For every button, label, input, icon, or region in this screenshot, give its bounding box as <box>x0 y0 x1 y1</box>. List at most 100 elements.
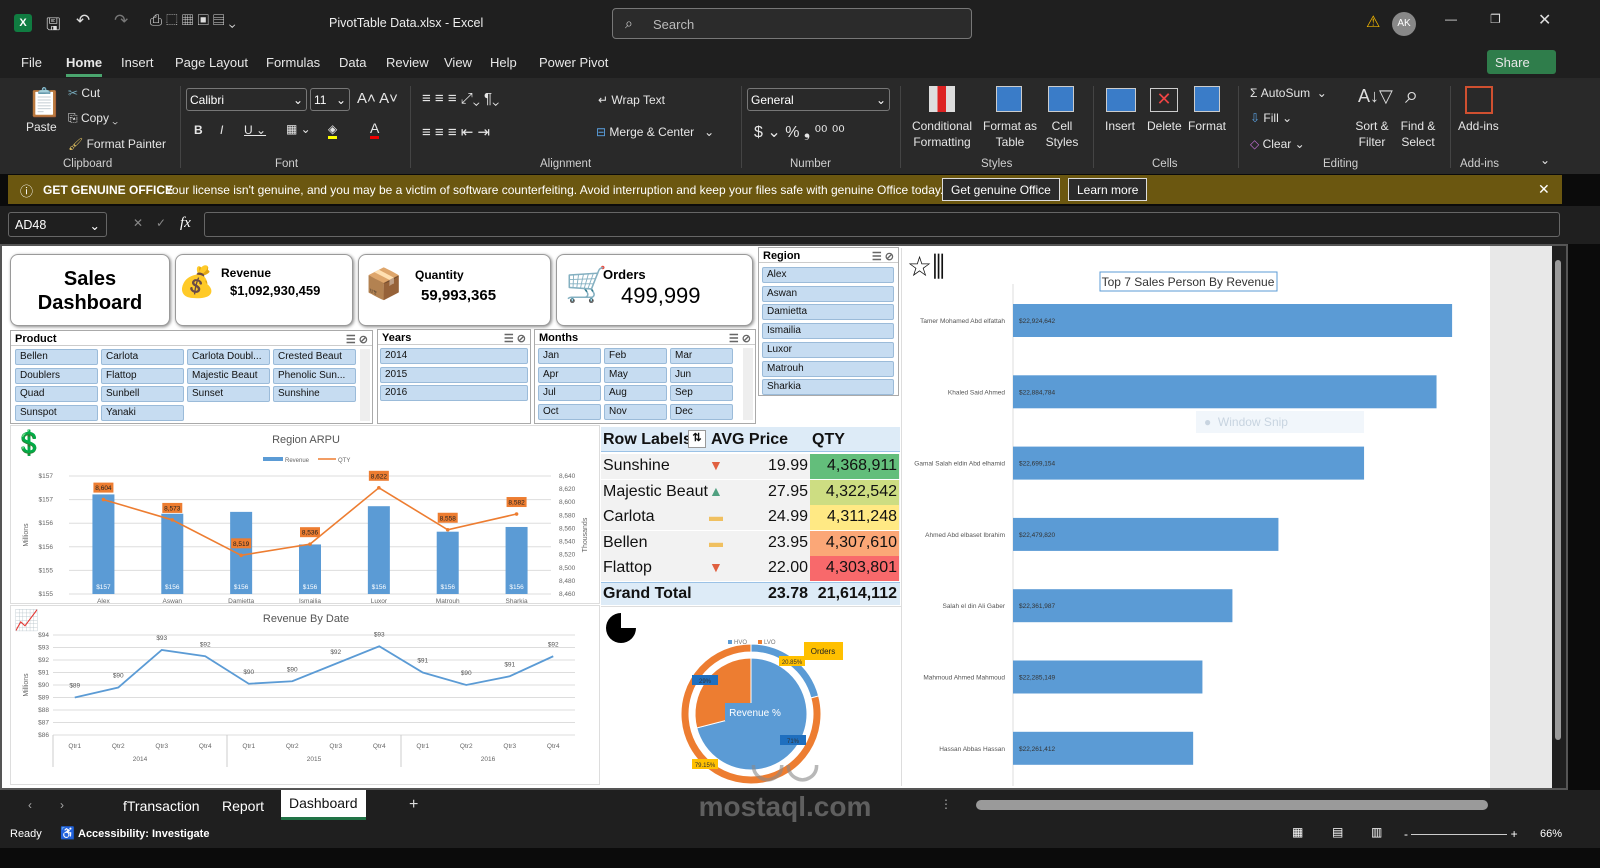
slicer-item-months[interactable]: Mar <box>670 348 733 364</box>
warning-icon[interactable]: ⚠ <box>1366 14 1381 31</box>
tab-next-icon[interactable]: › <box>60 798 64 812</box>
fill-button[interactable]: ⇩ Fill ⌄ <box>1250 111 1293 125</box>
paste-icon[interactable]: 📋 <box>27 87 62 118</box>
close-warning-icon[interactable]: ✕ <box>1538 181 1550 197</box>
slicer-item-months[interactable]: Sep <box>670 385 733 402</box>
zoom-slider[interactable]: - + <box>1404 827 1518 841</box>
slicer-item-product[interactable]: Sunspot <box>15 405 98 422</box>
grow-shrink-font-icons[interactable]: A˄ A˅ <box>357 90 398 107</box>
formula-input[interactable] <box>204 212 1560 237</box>
slicer-item-years[interactable]: 2014 <box>380 348 528 364</box>
format-cells-button[interactable]: Format <box>1188 119 1227 133</box>
italic-icon[interactable]: I <box>220 123 224 137</box>
align-icons[interactable]: ≡ ≡ ≡ ⤢⌄ ¶⌄ <box>422 90 500 107</box>
slicer-item-months[interactable]: Feb <box>604 348 667 364</box>
insert-function-icon[interactable]: fx <box>180 215 191 231</box>
more-options-icon[interactable]: ⋮ <box>940 797 952 811</box>
cell-styles-button[interactable]: Cell Styles <box>1045 119 1079 149</box>
slicer-item-region[interactable]: Sharkia <box>762 379 894 396</box>
slicer-item-product[interactable]: Bellen <box>15 349 98 365</box>
menu-formulas[interactable]: Formulas <box>266 55 321 70</box>
slicer-item-months[interactable]: Jan <box>538 348 601 364</box>
menu-help[interactable]: Help <box>490 55 517 70</box>
horizontal-scrollbar[interactable] <box>962 800 1548 812</box>
get-genuine-office-button[interactable]: Get genuine Office <box>942 178 1060 201</box>
slicer-item-months[interactable]: Apr <box>538 366 601 383</box>
addins-button[interactable]: Add-ins <box>1458 119 1499 133</box>
font-size-select[interactable]: 11 ⌄ <box>310 88 350 111</box>
slicer-item-product[interactable]: Sunshine <box>273 386 356 403</box>
slicer-item-product[interactable]: Phenolic Sun... <box>273 367 356 384</box>
slicer-item-years[interactable]: 2016 <box>380 385 528 402</box>
slicer-item-product[interactable]: Crested Beaut <box>273 349 356 365</box>
tab-ftransaction[interactable]: fTransaction <box>123 798 200 814</box>
redo-icon[interactable]: ↷ <box>114 11 129 30</box>
accessibility-status[interactable]: Accessibility: Investigate <box>78 828 210 840</box>
slicer-item-months[interactable]: May <box>604 366 667 383</box>
menu-insert[interactable]: Insert <box>121 55 154 70</box>
avatar[interactable]: AK <box>1392 12 1416 36</box>
insert-cells-button[interactable]: Insert <box>1105 119 1136 133</box>
pivot-row[interactable]: Majestic Beaut ▲ 27.95 4,322,542 <box>601 479 900 505</box>
tab-report[interactable]: Report <box>222 798 265 814</box>
top-sales-person-chart[interactable]: ☆⫼ Top 7 Sales Person By Revenue $22,924,… <box>901 248 1488 786</box>
slicer-item-product[interactable]: Quad <box>15 386 98 403</box>
pivot-row[interactable]: Flattop ▼ 22.00 4,303,801 <box>601 556 900 582</box>
find-select-button[interactable]: Find & Select <box>1400 119 1436 149</box>
merge-center-button[interactable]: ⊟ Merge & Center ⌄ <box>596 125 715 139</box>
region-arpu-chart[interactable]: 💲 Region ARPU Revenue QTY $157 $157 $156 $156 $… <box>10 425 600 605</box>
format-painter-button[interactable]: 🖌 Format Painter <box>68 137 166 151</box>
share-button[interactable]: Share <box>1487 50 1556 74</box>
slicer-scrollbar[interactable] <box>360 349 370 421</box>
slicer-item-region[interactable]: Alex <box>762 267 894 283</box>
slicer-item-product[interactable]: Majestic Beaut <box>187 367 270 384</box>
undo-icon[interactable]: ↶ <box>76 11 91 30</box>
quick-access-icons[interactable]: ⎙ ⬚ ▦ ▣ ▤ ⌄ <box>150 12 236 29</box>
name-box[interactable]: AD48 ⌄ <box>8 212 107 237</box>
conditional-formatting-button[interactable]: Conditional Formatting <box>911 119 973 149</box>
copy-button[interactable]: ⎘ Copy ⌄ <box>68 111 118 125</box>
slicer-item-product[interactable]: Carlota <box>101 349 184 365</box>
minimize-icon[interactable]: — <box>1445 12 1457 26</box>
revenue-by-date-chart[interactable]: 📈 Revenue By Date $86 $87 $88 $89 $90 $91 $92 $9… <box>10 605 600 785</box>
sort-filter-button[interactable]: Sort & Filter <box>1355 119 1389 149</box>
menu-file[interactable]: File <box>21 55 42 70</box>
font-color-icon[interactable]: A <box>370 120 380 139</box>
menu-view[interactable]: View <box>444 55 472 70</box>
fill-color-icon[interactable]: ◈ <box>328 122 338 139</box>
slicer-item-months[interactable]: Jun <box>670 366 733 383</box>
cancel-icon[interactable]: ✕ <box>133 216 144 230</box>
slicer-item-region[interactable]: Aswan <box>762 285 894 302</box>
clear-filter-icon[interactable]: ☰ ⊘ <box>345 334 368 346</box>
zoom-level[interactable]: 66% <box>1540 828 1563 840</box>
collapse-ribbon-icon[interactable]: ⌄ <box>1540 153 1551 167</box>
number-format-select[interactable]: General ⌄ <box>747 88 890 111</box>
slicer-item-product[interactable]: Carlota Doubl... <box>187 349 270 365</box>
pivot-row[interactable]: Bellen ▬ 23.95 4,307,610 <box>601 530 900 556</box>
number-format-icons[interactable]: $ ⌄ % ❟ ⁰⁰ ⁰⁰ <box>754 124 845 141</box>
slicer-item-region[interactable]: Damietta <box>762 304 894 321</box>
slicer-item-product[interactable]: Flattop <box>101 367 184 384</box>
restore-icon[interactable]: ❐ <box>1490 12 1501 26</box>
cut-button[interactable]: ✂ Cut <box>68 86 100 100</box>
sort-filter-dropdown-icon[interactable]: ⇅ <box>688 430 706 448</box>
autosum-button[interactable]: Σ AutoSum ⌄ <box>1250 86 1327 100</box>
close-icon[interactable]: ✕ <box>1538 12 1552 29</box>
clear-filter-icon[interactable]: ☰ ⊘ <box>871 251 894 263</box>
underline-icon[interactable]: U ⌄ <box>244 123 267 137</box>
paste-button[interactable]: Paste <box>26 120 57 134</box>
slicer-item-months[interactable]: Aug <box>604 385 667 402</box>
borders-icon[interactable]: ▦ ⌄ <box>286 122 311 136</box>
align-icons-2[interactable]: ≡ ≡ ≡ ⇤ ⇥ <box>422 124 491 141</box>
clear-button[interactable]: ◇ Clear ⌄ <box>1250 137 1305 151</box>
wrap-text-button[interactable]: ↵ Wrap Text <box>598 93 665 107</box>
slicer-item-product[interactable]: Yanaki <box>101 405 184 422</box>
search-box[interactable]: ⌕ Search <box>612 8 972 39</box>
menu-power-pivot[interactable]: Power Pivot <box>539 55 609 70</box>
normal-view-icon[interactable]: ▦ <box>1292 825 1304 839</box>
enter-icon[interactable]: ✓ <box>156 216 167 230</box>
menu-review[interactable]: Review <box>386 55 429 70</box>
pie-panel[interactable]: HVO LVO Orders Revenue % 20.85% 79.15% 71% 29% <box>601 606 901 786</box>
page-layout-view-icon[interactable]: ▤ <box>1332 825 1344 839</box>
slicer-item-months[interactable]: Jul <box>538 385 601 402</box>
